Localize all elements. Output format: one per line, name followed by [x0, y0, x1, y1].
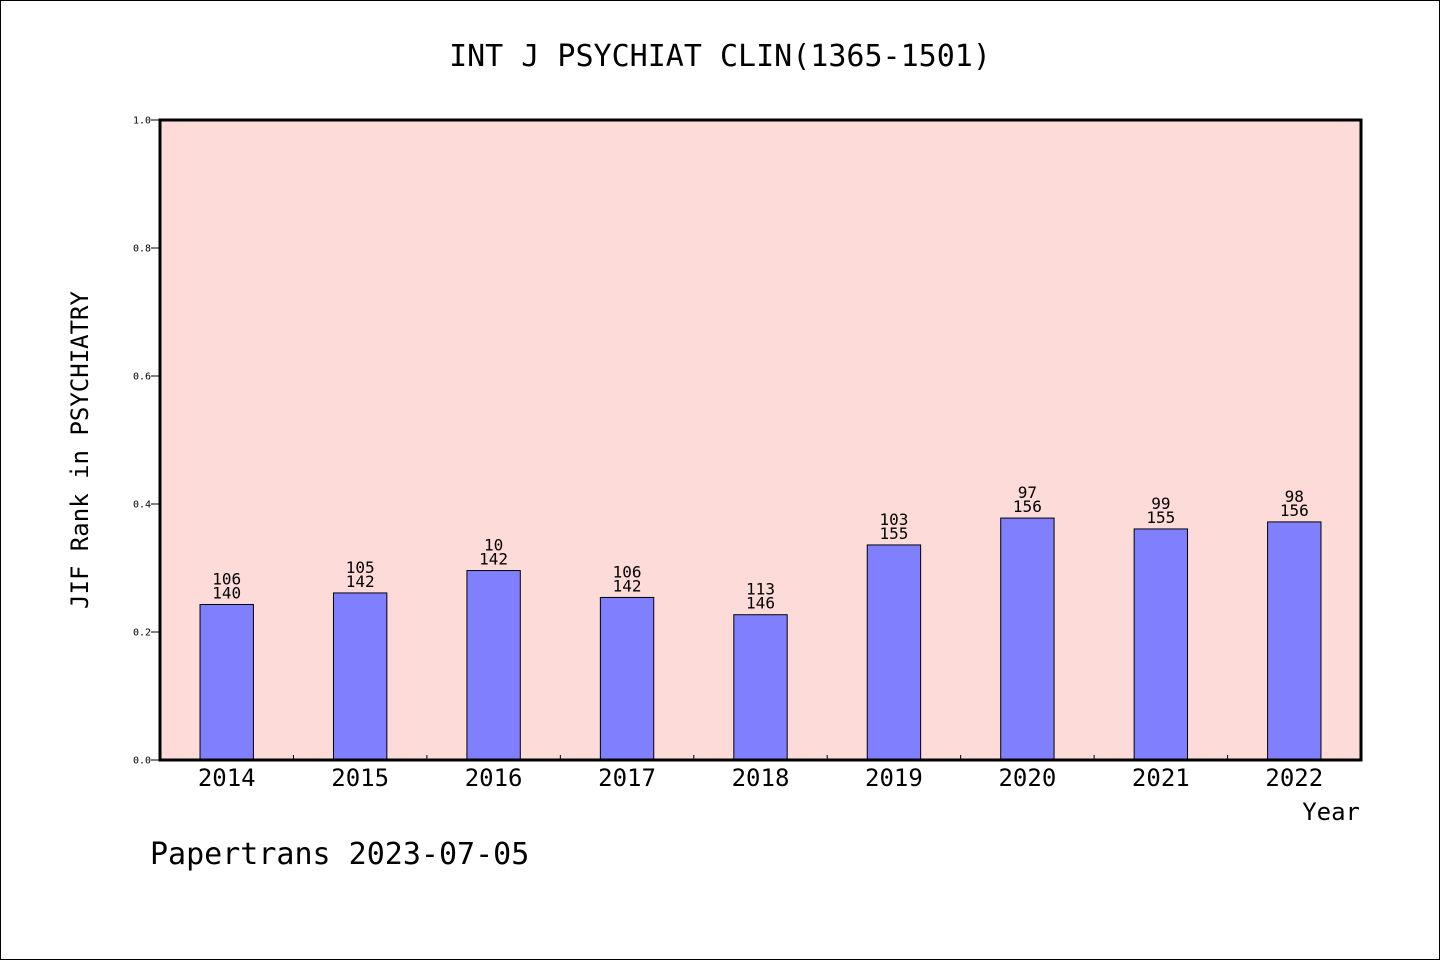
- bar-rank-label: 103: [879, 510, 908, 529]
- bar-rank-label: 106: [212, 569, 241, 588]
- y-tick-label: 1.0: [133, 116, 151, 127]
- bar-total-label: 146: [746, 594, 775, 613]
- x-axis-label: Year: [1302, 798, 1360, 826]
- x-tick-label: 2014: [198, 764, 256, 792]
- bar-total-label: 155: [879, 524, 908, 543]
- bar-2015: [332, 592, 388, 761]
- x-tick-label: 2018: [732, 764, 790, 792]
- bar-2022: [1267, 521, 1322, 761]
- bar-total-label: 155: [1146, 508, 1175, 527]
- y-axis: 0.0 0.2 0.4 0.6 0.8 1.0: [133, 116, 160, 767]
- bar-total-label: 156: [1013, 497, 1042, 516]
- bar-total-label: 142: [479, 550, 508, 569]
- y-tick-label: 0.2: [133, 628, 151, 639]
- x-axis: 2014 2015 2016 2017 2018 2019 2020 2021 2022: [198, 755, 1323, 792]
- bar-2021: [1133, 528, 1189, 761]
- y-tick-label: 0.4: [133, 500, 151, 511]
- y-tick-label: 0.8: [133, 244, 151, 255]
- bar-2014: [199, 603, 254, 761]
- x-tick-label: 2017: [598, 764, 656, 792]
- bar-2016: [466, 570, 521, 761]
- bar-2020: [1000, 517, 1055, 761]
- x-tick-label: 2021: [1132, 764, 1190, 792]
- bar-rank-label: 113: [746, 580, 775, 599]
- bar-total-label: 142: [346, 572, 375, 591]
- bar-rank-label: 10: [484, 536, 503, 555]
- bar-rank-label: 106: [613, 562, 642, 581]
- y-axis-label: JIF Rank in PSYCHIATRY: [66, 291, 94, 609]
- bar-total-label: 140: [212, 583, 241, 602]
- bar-rank-label: 99: [1151, 494, 1170, 513]
- plot-border: [158, 118, 1363, 762]
- x-tick-label: 2015: [331, 764, 389, 792]
- bar-rank-label: 105: [346, 558, 375, 577]
- y-tick-label: 0.6: [133, 372, 151, 383]
- bar-rank-label: 98: [1285, 487, 1304, 506]
- bar-2019: [866, 544, 922, 761]
- footer-credit: Papertrans 2023-07-05: [150, 837, 529, 872]
- bar-2017: [599, 596, 655, 761]
- bar-total-label: 156: [1280, 501, 1309, 520]
- bar-total-label: 142: [613, 576, 642, 595]
- chart-title: INT J PSYCHIAT CLIN(1365-1501): [449, 39, 991, 74]
- x-tick-label: 2020: [998, 764, 1056, 792]
- x-tick-label: 2016: [465, 764, 523, 792]
- bar-2018: [733, 614, 788, 761]
- x-tick-label: 2019: [865, 764, 923, 792]
- y-tick-label: 0.0: [133, 756, 151, 767]
- bar-rank-label: 97: [1018, 483, 1037, 502]
- x-tick-label: 2022: [1265, 764, 1323, 792]
